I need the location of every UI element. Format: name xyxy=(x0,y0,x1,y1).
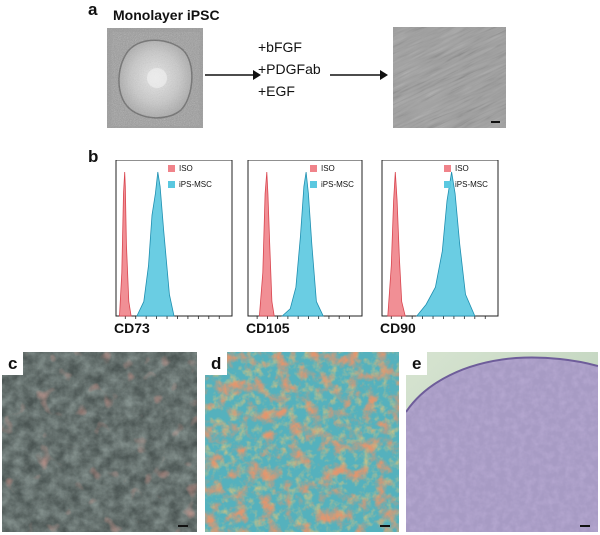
marker-label-cd73: CD73 xyxy=(114,320,150,336)
histogram-cd73: ISO iPS-MSC xyxy=(114,159,234,320)
histogram-cd105: ISO iPS-MSC xyxy=(246,159,364,320)
staining-image-c xyxy=(2,352,197,532)
growth-factor-bfgf: +bFGF xyxy=(258,39,302,55)
arrow-left-icon xyxy=(205,68,261,86)
growth-factor-egf: +EGF xyxy=(258,83,295,99)
iso-histogram-area xyxy=(119,171,132,317)
histogram-cd90: ISO iPS-MSC xyxy=(380,159,500,320)
marker-label-cd90: CD90 xyxy=(380,320,416,336)
legend-iso-swatch xyxy=(310,165,317,172)
staining-image-e xyxy=(406,352,598,532)
scale-bar xyxy=(580,525,590,527)
panel-b-letter: b xyxy=(88,147,99,166)
legend-iso: ISO xyxy=(168,164,193,173)
panel-c-letter: c xyxy=(2,352,24,375)
panel-a-letter: a xyxy=(88,0,98,19)
legend-iso: ISO xyxy=(310,164,335,173)
scale-bar xyxy=(178,525,188,527)
panel-e-letter: e xyxy=(406,352,428,375)
staining-image-d xyxy=(205,352,399,532)
ips-msc-histogram-area xyxy=(281,171,324,317)
scale-bar xyxy=(491,121,500,123)
legend-msc-swatch xyxy=(310,181,317,188)
legend-iso-swatch xyxy=(168,165,175,172)
legend-iso: ISO xyxy=(444,164,469,173)
legend-msc-swatch xyxy=(168,181,175,188)
legend-msc: iPS-MSC xyxy=(168,180,212,189)
scale-bar xyxy=(380,525,390,527)
panel-d-letter: d xyxy=(205,352,228,375)
legend-msc: iPS-MSC xyxy=(444,180,488,189)
legend-msc-swatch xyxy=(444,181,451,188)
iso-histogram-area xyxy=(258,171,275,317)
ips-msc-histogram-area xyxy=(136,171,175,317)
panel-a-title: Monolayer iPSC xyxy=(113,7,220,23)
legend-msc: iPS-MSC xyxy=(310,180,354,189)
ips-msc-histogram-area xyxy=(415,171,476,317)
arrow-right-icon xyxy=(330,68,388,86)
iso-histogram-area xyxy=(387,171,406,317)
growth-factor-pdgfab: +PDGFab xyxy=(258,61,321,77)
ipsc-colony-image xyxy=(107,28,203,128)
marker-label-cd105: CD105 xyxy=(246,320,290,336)
legend-iso-swatch xyxy=(444,165,451,172)
msc-culture-image xyxy=(393,27,506,128)
